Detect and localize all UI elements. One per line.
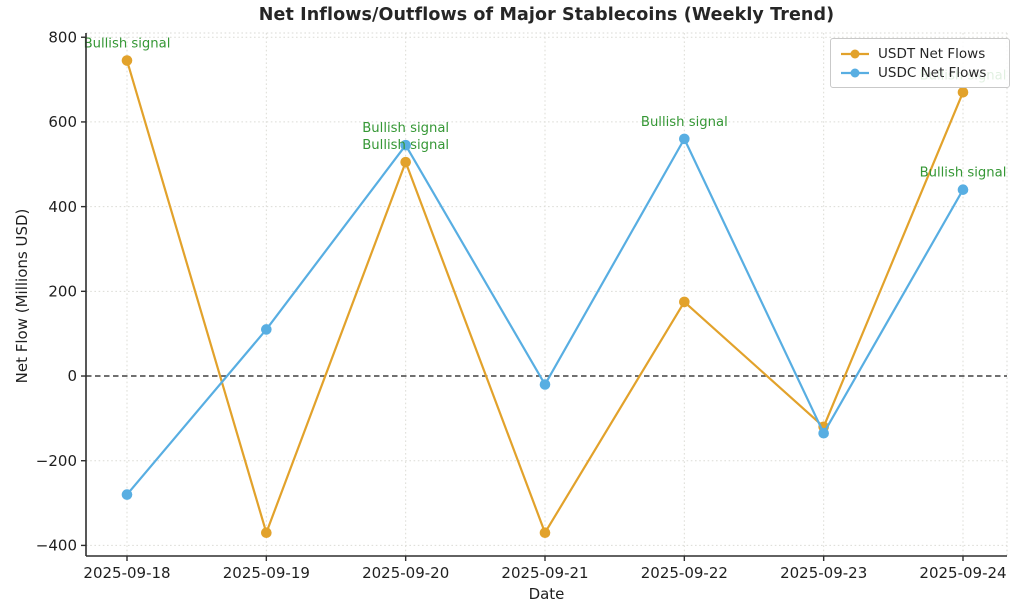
y-tick-label: 800: [48, 28, 77, 46]
y-tick-label: −200: [36, 452, 77, 470]
usdc-data-point: [400, 139, 411, 151]
x-tick-label: 2025-09-22: [641, 564, 728, 582]
usdc-data-point: [679, 133, 690, 145]
usdt-line-swatch: [841, 49, 869, 58]
y-tick-label: 0: [67, 367, 77, 385]
usdc-line-swatch: [841, 68, 869, 77]
usdt-data-point: [539, 527, 551, 539]
legend-item-usdt: USDT Net Flows: [840, 44, 1000, 63]
legend-label-usdt: USDT Net Flows: [878, 45, 986, 62]
usdc-data-point: [261, 324, 272, 335]
usdc-data-point: [818, 427, 829, 439]
x-tick-label: 2025-09-20: [362, 564, 449, 582]
usdt-data-point: [957, 86, 969, 98]
x-tick-label: 2025-09-21: [501, 564, 588, 582]
legend-item-usdc: USDC Net Flows: [840, 63, 1000, 82]
usdt-data-point: [679, 296, 690, 308]
y-tick-label: 600: [48, 113, 77, 131]
chart-title: Net Inflows/Outflows of Major Stablecoin…: [258, 5, 835, 25]
x-tick-label: 2025-09-23: [780, 564, 867, 582]
x-tick-label: 2025-09-24: [919, 564, 1006, 582]
y-axis-label: Net Flow (Millions USD): [13, 208, 31, 384]
y-tick-label: 400: [48, 198, 77, 216]
usdc-data-point: [957, 184, 969, 195]
annotation-bullish-signal: Bullish signal: [920, 166, 1007, 181]
annotation-bullish-signal: Bullish signal: [362, 121, 449, 136]
legend-label-usdc: USDC Net Flows: [878, 64, 987, 81]
usdc-data-point: [121, 489, 133, 500]
y-tick-label: −400: [36, 537, 77, 555]
y-tick-label: 200: [48, 283, 77, 301]
x-tick-label: 2025-09-18: [83, 564, 170, 582]
x-tick-label: 2025-09-19: [223, 564, 310, 582]
annotation-bullish-signal: Bullish signal: [641, 115, 728, 130]
usdt-data-point: [121, 55, 133, 66]
usdt-data-point: [400, 156, 411, 168]
usdt-data-point: [261, 527, 272, 539]
annotation-bullish-signal: Bullish signal: [362, 138, 449, 153]
x-axis-label: Date: [528, 585, 565, 603]
legend: USDT Net Flows USDC Net Flows: [830, 38, 1010, 88]
annotation-bullish-signal: Bullish signal: [84, 37, 171, 52]
usdc-data-point: [539, 379, 551, 390]
